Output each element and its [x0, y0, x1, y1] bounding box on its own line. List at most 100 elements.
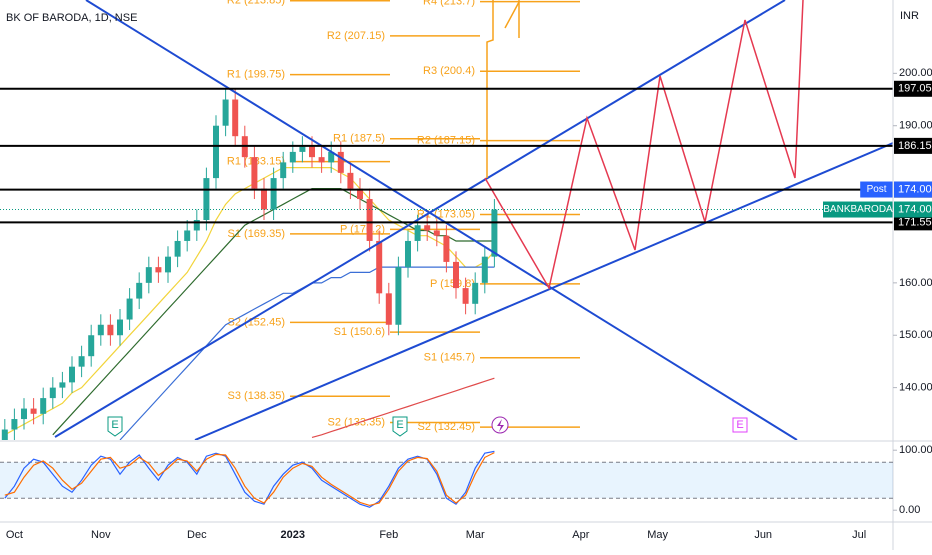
- dividend-icon: [497, 419, 504, 432]
- candle-body: [318, 157, 325, 163]
- candle-body: [222, 99, 229, 126]
- pivot-label: S1 (145.7): [424, 352, 475, 364]
- candle-body: [443, 235, 450, 262]
- pivot-label: S2 (132.45): [418, 421, 475, 433]
- candle-body: [309, 146, 315, 158]
- candle-body: [289, 151, 296, 163]
- candle-body: [136, 282, 143, 299]
- candle-body: [49, 387, 56, 399]
- osc-line: [4, 450, 495, 508]
- candle-body: [385, 293, 392, 325]
- currency: INR: [900, 10, 919, 22]
- candle-body: [126, 298, 133, 320]
- candle-body: [21, 408, 27, 420]
- x-tick-label: Feb: [379, 529, 398, 541]
- event-label: E: [396, 419, 403, 431]
- x-tick-label: Jun: [754, 529, 772, 541]
- osc-band: [0, 462, 893, 499]
- pivot-label: S1 (150.6): [334, 326, 385, 338]
- projection-path: [484, 0, 804, 291]
- pivot-label: R2 (213.85): [227, 0, 285, 7]
- dividend-marker: [491, 416, 509, 434]
- event-marker: E: [392, 416, 408, 437]
- pivot-label: R1 (187.5): [333, 133, 385, 145]
- trend-line: [194, 142, 893, 440]
- price-name-badge: [860, 181, 893, 198]
- price-label: 174.00: [898, 203, 932, 215]
- y-tick-label: 150.00: [899, 329, 932, 341]
- pivot-label: R1 (199.75): [227, 69, 285, 81]
- y-tick-label: 200.00: [899, 67, 932, 79]
- pivot-label: R3 (200.4): [423, 65, 475, 77]
- candle-body: [174, 240, 181, 257]
- candle-body: [88, 335, 95, 357]
- x-tick-label: Jul: [852, 529, 866, 541]
- oscillator-pane: 100.00 0.00: [0, 444, 932, 516]
- candle-body: [165, 256, 171, 273]
- candle-body: [366, 199, 373, 241]
- candle-body: [193, 220, 200, 231]
- x-tick-label: Oct: [6, 529, 23, 541]
- price-name: Post: [867, 184, 887, 195]
- level-badge: [894, 137, 932, 154]
- candle-body: [405, 240, 411, 268]
- candle-body: [203, 178, 210, 220]
- candle-body: [117, 319, 123, 336]
- candle-body: [433, 230, 440, 236]
- level-label: 171.55: [898, 216, 932, 228]
- candle-body: [261, 188, 267, 210]
- candle-body: [40, 398, 47, 414]
- candle-body: [251, 157, 258, 189]
- candle-body: [59, 382, 66, 388]
- pivot-label: S3 (138.35): [228, 390, 285, 402]
- moving-average: [311, 377, 495, 438]
- candle-body: [155, 267, 162, 273]
- x-tick-label: Apr: [572, 529, 589, 541]
- price-name-badge: [823, 201, 893, 218]
- candle-body: [280, 162, 287, 179]
- candle-body: [357, 188, 363, 200]
- x-tick-label: May: [647, 529, 668, 541]
- pivot-label: S2 (152.45): [228, 316, 285, 328]
- price-badge: [894, 181, 932, 198]
- trend-line: [85, 0, 798, 440]
- candle-body: [491, 209, 498, 257]
- pivot-label: R2 (187.15): [417, 135, 475, 147]
- candle-body: [453, 261, 459, 289]
- level-label: 186.15: [898, 140, 932, 152]
- event-marker: E: [732, 417, 748, 433]
- candle-body: [30, 408, 37, 414]
- osc-tick-label: 0.00: [899, 504, 920, 516]
- drawings: [54, 0, 893, 440]
- candle-body: [299, 146, 306, 152]
- candle-body: [337, 151, 344, 173]
- event-marker: E: [107, 416, 123, 437]
- event-badge: [392, 416, 408, 437]
- candle-body: [107, 324, 114, 336]
- y-tick-label: 190.00: [899, 120, 932, 132]
- pivot-step: [486, 0, 494, 178]
- pivot-label: R2 (207.15): [327, 30, 385, 42]
- candle-body: [213, 125, 219, 179]
- candle-body: [11, 419, 18, 430]
- candle-body: [328, 151, 335, 163]
- level-label: 197.05: [898, 83, 932, 95]
- candle-body: [376, 240, 383, 294]
- trend-line: [54, 0, 786, 438]
- chart-title: BK OF BARODA, 1D, NSE: [6, 12, 137, 24]
- candle-body: [481, 256, 488, 283]
- price-badge: [894, 201, 932, 218]
- x-tick-label: 2023: [281, 529, 305, 541]
- candle-body: [424, 225, 431, 231]
- x-tick-label: Nov: [91, 529, 111, 541]
- candle-body: [97, 324, 104, 336]
- pivot-label: P (170.2): [340, 223, 385, 235]
- pivot-label: S2 (133.35): [328, 416, 385, 428]
- candle-body: [1, 429, 8, 440]
- osc-tick-label: 100.00: [899, 444, 932, 456]
- candle-body: [145, 267, 152, 283]
- y-tick-label: 140.00: [899, 382, 932, 394]
- candle-body: [472, 282, 479, 304]
- pivot-label: R4 (213.7): [423, 0, 475, 7]
